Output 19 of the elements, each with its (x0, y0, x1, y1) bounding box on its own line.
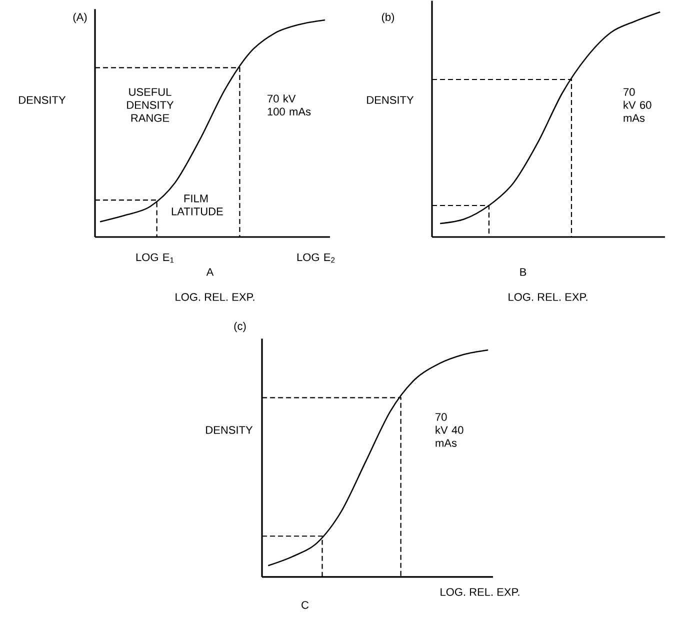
annotation: 70 kV 60 mAs (624, 88, 652, 122)
x-axis-title: LOG. REL. EXP. (508, 293, 588, 301)
y-axis-title: DENSITY (206, 426, 253, 434)
chart-title: (c) (234, 322, 246, 332)
chart-title: (A) (73, 12, 87, 24)
x-axis-title: LOG. REL. EXP. (176, 293, 254, 301)
annotation: FILM LATITUDE (172, 194, 223, 216)
y-axis-title: DENSITY (19, 96, 66, 104)
annotation: USEFUL DENSITY RANGE (127, 88, 174, 122)
text: LOG E$_{1}$ (136, 253, 174, 263)
y-axis-title: DENSITY (367, 96, 414, 104)
annotation: 70 kV 40 mAs (436, 413, 464, 447)
text: LOG E$_{2}$ (297, 253, 335, 263)
text: A (206, 268, 214, 276)
annotation: 70 kV 100 mAs (268, 94, 311, 116)
text: C (302, 601, 309, 609)
chart-title: (b) (382, 12, 394, 24)
x-axis-title: LOG. REL. EXP. (440, 588, 520, 596)
text: B (520, 268, 526, 276)
